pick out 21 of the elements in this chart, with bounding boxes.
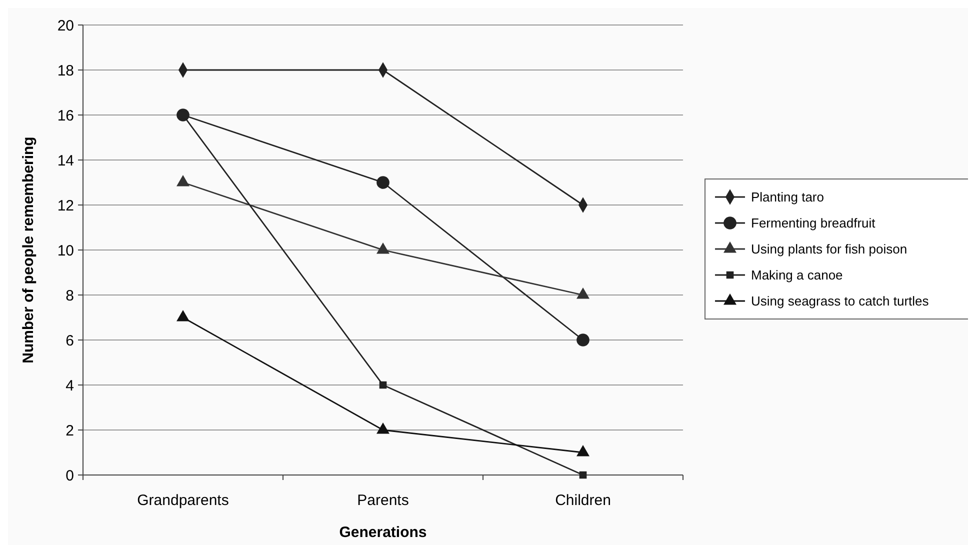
- legend-label: Making a canoe: [751, 268, 843, 283]
- y-axis-title: Number of people remembering: [20, 136, 37, 364]
- y-tick-label: 16: [57, 107, 74, 124]
- x-tick-label: Parents: [357, 492, 409, 509]
- y-tick-label: 12: [57, 197, 74, 214]
- y-tick-label: 18: [57, 62, 74, 80]
- y-tick-label: 0: [66, 467, 74, 484]
- legend-label: Using seagrass to catch turtles: [751, 294, 930, 309]
- y-tick-label: 10: [57, 242, 74, 260]
- y-tick-label: 20: [57, 17, 74, 34]
- y-tick-label: 4: [66, 377, 74, 394]
- x-tick-label: Children: [555, 492, 611, 509]
- legend-label: Using plants for fish poison: [751, 242, 908, 257]
- y-tick-label: 8: [66, 287, 74, 304]
- x-axis-title: Generations: [339, 524, 427, 541]
- y-tick-label: 14: [57, 152, 74, 170]
- legend-label: Planting taro: [751, 190, 824, 205]
- y-tick-label: 2: [66, 422, 74, 440]
- x-tick-label: Grandparents: [137, 492, 229, 509]
- y-tick-label: 6: [66, 332, 74, 350]
- legend-label: Fermenting breadfruit: [751, 216, 876, 231]
